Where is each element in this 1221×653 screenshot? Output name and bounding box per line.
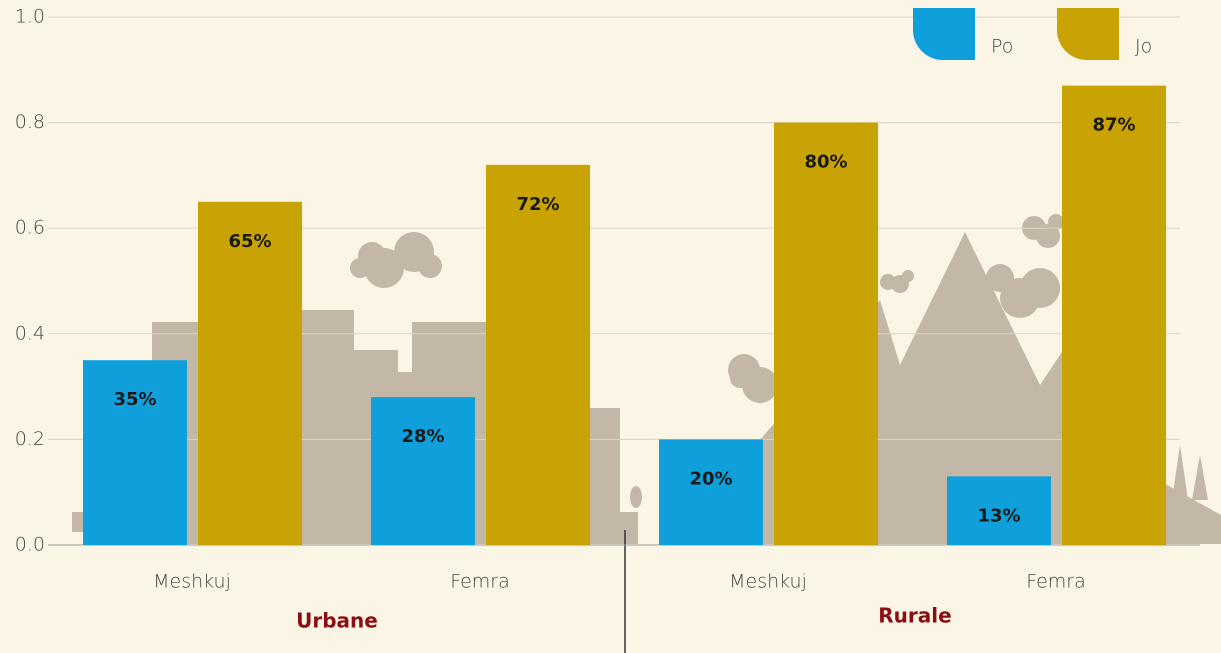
value-label: 80% bbox=[804, 152, 847, 173]
value-label: 72% bbox=[516, 194, 559, 215]
y-tick-label: 0.2 bbox=[15, 428, 45, 450]
bar bbox=[486, 165, 590, 545]
bar bbox=[1062, 86, 1166, 545]
y-tick-label: 0.4 bbox=[15, 322, 45, 344]
chart: Urbane Rurale 0.0 0.2 0.4 0.6 0.8 1.0 Meshkuj 3… bbox=[0, 0, 1221, 653]
value-label: 65% bbox=[228, 231, 271, 252]
y-tick-label: 0.8 bbox=[15, 111, 45, 133]
y-tick-label: 1.0 bbox=[15, 6, 45, 28]
value-label: 28% bbox=[401, 426, 444, 447]
x-tick-label: Femra bbox=[450, 571, 510, 593]
value-label: 20% bbox=[689, 468, 732, 489]
value-label: 13% bbox=[977, 505, 1020, 526]
bar bbox=[83, 360, 187, 545]
y-tick-label: 0.6 bbox=[15, 217, 45, 239]
value-label: 35% bbox=[113, 389, 156, 410]
group-label: Rurale bbox=[878, 604, 951, 628]
bar bbox=[659, 439, 763, 545]
y-tick-label: 0.0 bbox=[15, 534, 45, 556]
value-label: 87% bbox=[1092, 115, 1135, 136]
group-label: Urbane bbox=[296, 609, 378, 633]
x-tick-label: Femra bbox=[1026, 571, 1086, 593]
legend-label: Jo bbox=[1135, 36, 1152, 58]
x-tick-label: Meshkuj bbox=[153, 571, 231, 593]
legend-label: Po bbox=[991, 36, 1013, 58]
bar bbox=[371, 397, 475, 545]
bar bbox=[774, 123, 878, 545]
x-tick-label: Meshkuj bbox=[729, 571, 807, 593]
bar bbox=[198, 202, 302, 545]
